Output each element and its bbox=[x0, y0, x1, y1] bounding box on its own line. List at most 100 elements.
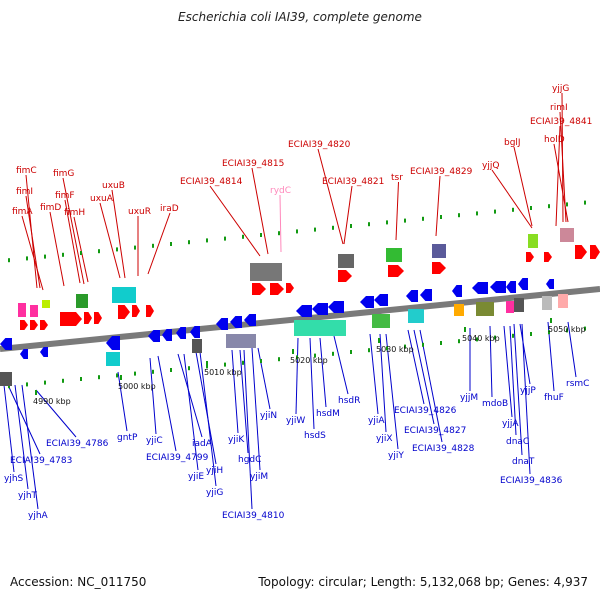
reverse-gene-arrow bbox=[216, 318, 228, 330]
genome-backbone bbox=[0, 286, 600, 352]
forward-gene-label: rimI bbox=[550, 103, 568, 113]
reverse-gene-label: ECIAI39_4836 bbox=[500, 476, 563, 486]
reverse-gene-arrow bbox=[328, 301, 344, 313]
forward-gene-label: uxuA bbox=[90, 194, 114, 204]
outer-scale-dot bbox=[152, 243, 154, 248]
forward-gene-label: iraD bbox=[160, 204, 179, 214]
forward-gene-label: rydC bbox=[270, 186, 291, 196]
reverse-gene-label: hsdS bbox=[304, 431, 326, 441]
feature-block bbox=[432, 244, 446, 258]
reverse-leader-line bbox=[157, 355, 177, 452]
inner-scale-dot bbox=[116, 373, 118, 378]
reverse-leader-line bbox=[419, 329, 443, 443]
reverse-gene-arrow bbox=[472, 282, 488, 294]
outer-scale-dot bbox=[116, 247, 118, 252]
forward-gene-arrow bbox=[20, 320, 28, 330]
outer-scale-dot bbox=[584, 200, 586, 205]
outer-scale-dot bbox=[26, 256, 28, 261]
forward-leader-line bbox=[99, 202, 121, 279]
reverse-leader-line bbox=[567, 321, 577, 378]
feature-block bbox=[18, 303, 26, 317]
forward-leader-line bbox=[64, 199, 81, 284]
inner-scale-dot bbox=[386, 346, 388, 351]
forward-gene-label: uxuR bbox=[128, 207, 151, 217]
reverse-leader-line bbox=[257, 347, 271, 410]
feature-block bbox=[226, 334, 256, 348]
forward-gene-label: bglJ bbox=[504, 138, 521, 148]
reverse-leader-line bbox=[183, 353, 199, 471]
reverse-leader-line bbox=[521, 323, 531, 475]
forward-gene-label: yjjQ bbox=[482, 161, 499, 171]
reverse-gene-label: yjjM bbox=[460, 393, 478, 403]
inner-scale-dot bbox=[422, 342, 424, 347]
forward-gene-label: ECIAI39_4814 bbox=[180, 177, 243, 187]
reverse-gene-label: ECIAI39_4786 bbox=[46, 439, 109, 449]
scale-tick-mark bbox=[206, 361, 208, 366]
outer-scale-dot bbox=[422, 216, 424, 221]
scale-tick-label: 4990 kbp bbox=[33, 397, 71, 406]
reverse-gene-label: yjiH bbox=[206, 466, 223, 476]
reverse-gene-label: yjiY bbox=[388, 451, 404, 461]
inner-scale-dot bbox=[170, 368, 172, 372]
feature-block bbox=[542, 296, 552, 310]
feature-block bbox=[76, 294, 88, 308]
outer-scale-dot bbox=[566, 202, 568, 207]
inner-scale-dot bbox=[458, 339, 460, 344]
forward-gene-arrow bbox=[270, 283, 284, 295]
forward-leader-line bbox=[317, 148, 344, 245]
forward-gene-label: ECIAI39_4815 bbox=[222, 159, 284, 169]
forward-leader-line bbox=[111, 189, 126, 279]
reverse-leader-line bbox=[21, 384, 39, 510]
reverse-leader-line bbox=[509, 325, 517, 436]
inner-scale-dot bbox=[368, 348, 370, 353]
reverse-leader-line bbox=[385, 333, 399, 450]
outer-scale-dot bbox=[260, 233, 262, 237]
reverse-leader-line bbox=[503, 325, 513, 418]
inner-scale-dot bbox=[512, 333, 514, 338]
feature-block bbox=[408, 309, 424, 323]
feature-block bbox=[294, 320, 346, 336]
inner-scale-dot bbox=[476, 337, 478, 342]
outer-scale-dot bbox=[206, 238, 208, 243]
inner-scale-dot bbox=[404, 344, 406, 349]
reverse-leader-line bbox=[379, 333, 387, 433]
reverse-gene-arrow bbox=[546, 279, 554, 289]
reverse-gene-label: rsmC bbox=[566, 379, 589, 389]
reverse-leader-line bbox=[407, 329, 425, 405]
inner-scale-dot bbox=[80, 377, 82, 381]
forward-gene-label: ECIAI39_4829 bbox=[410, 167, 473, 177]
scale-tick-mark bbox=[550, 318, 552, 323]
reverse-gene-arrow bbox=[406, 290, 418, 302]
reverse-leader-line bbox=[117, 371, 128, 432]
reverse-leader-line bbox=[177, 353, 203, 438]
feature-block bbox=[338, 254, 354, 268]
forward-gene-label: fimC bbox=[16, 166, 37, 176]
forward-gene-arrow bbox=[132, 305, 140, 317]
forward-gene-label: fimA bbox=[12, 207, 33, 217]
forward-gene-label: ECIAI39_4820 bbox=[288, 140, 351, 150]
feature-block bbox=[192, 339, 202, 353]
inner-scale-dot bbox=[224, 362, 226, 367]
reverse-gene-label: hsdM bbox=[316, 409, 340, 419]
reverse-gene-label: yjiN bbox=[260, 411, 277, 421]
forward-gene-arrow bbox=[388, 265, 404, 277]
inner-scale-dot bbox=[206, 364, 208, 369]
inner-scale-dot bbox=[44, 380, 46, 385]
inner-scale-dot bbox=[350, 350, 352, 354]
outer-scale-dot bbox=[368, 222, 370, 227]
scale-tick-mark bbox=[120, 375, 122, 380]
inner-scale-dot bbox=[278, 357, 280, 362]
forward-gene-arrow bbox=[590, 245, 600, 259]
forward-gene-arrow bbox=[30, 320, 38, 330]
reverse-gene-label: iadA bbox=[192, 439, 213, 449]
outer-scale-dot bbox=[548, 204, 550, 209]
outer-scale-dot bbox=[62, 252, 64, 257]
reverse-gene-label: yjiX bbox=[376, 434, 393, 444]
inner-scale-dot bbox=[548, 330, 550, 335]
forward-leader-line bbox=[553, 143, 569, 223]
outer-scale-dot bbox=[224, 236, 226, 241]
reverse-gene-arrow bbox=[40, 347, 48, 357]
inner-scale-dot bbox=[134, 371, 136, 376]
feature-block bbox=[528, 234, 538, 248]
forward-gene-arrow bbox=[575, 245, 587, 259]
